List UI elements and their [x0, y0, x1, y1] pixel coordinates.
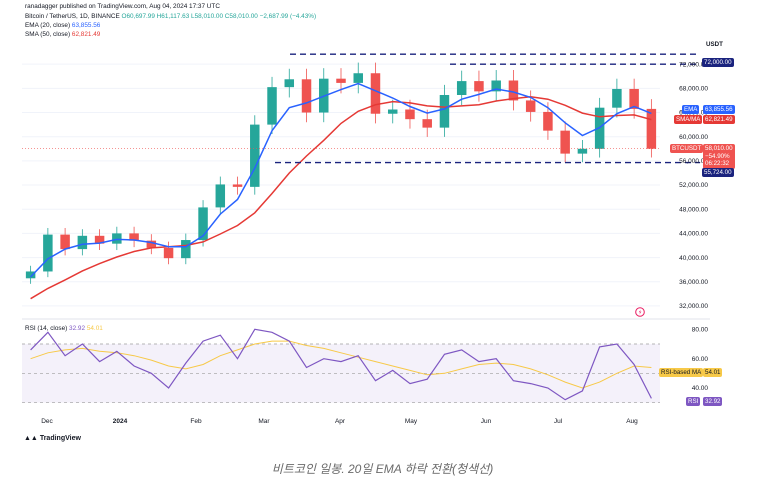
time-tick-label: Jul	[554, 418, 563, 425]
rsi-value-label: 32.92	[703, 397, 723, 406]
candle-body	[560, 130, 570, 154]
sma-tag: SMA/MA	[674, 115, 703, 124]
candle-body	[112, 233, 122, 244]
price-tick-label: 36,000.00	[679, 279, 708, 286]
candle-body	[284, 79, 295, 88]
candle-body	[646, 108, 657, 149]
candle-body	[525, 100, 536, 112]
candle-body	[439, 94, 450, 128]
candle-body	[215, 184, 226, 208]
time-tick-label: Aug	[626, 418, 638, 425]
tradingview-logo[interactable]: ▲▲ TradingView	[24, 435, 81, 442]
rsi-legend-value: 32.92	[69, 325, 86, 332]
candle-body	[387, 109, 398, 114]
symbol-ohlc-line: Bitcoin / TetherUS, 1D, BINANCE O60,697.…	[25, 13, 316, 20]
price-chart-svg: 72,000.0068,000.0064,000.0060,000.0056,0…	[22, 53, 710, 425]
rsi-tag: RSI	[686, 397, 701, 406]
sma-legend-label: SMA (50, close)	[25, 31, 71, 38]
ema-legend-label: EMA (20, close)	[25, 22, 71, 29]
time-tick-label: Apr	[335, 418, 346, 425]
last-price-label: 58,010.00	[705, 145, 733, 152]
sma-legend[interactable]: SMA (50, close) 62,821.49	[25, 31, 100, 38]
ohlc-values: O60,697.99 H61,117.63 L58,010.00 C58,010…	[121, 13, 317, 20]
time-tick-label: May	[405, 418, 418, 425]
price-tick-label: 32,000.00	[679, 303, 708, 310]
ema-price-label: 63,855.56	[703, 105, 735, 114]
price-tick-label: 44,000.00	[679, 231, 708, 238]
candle-body	[250, 124, 260, 187]
candle-body	[301, 79, 312, 113]
rsi-ma-label: 54.01	[703, 368, 723, 377]
rsi-ma-line	[30, 340, 652, 389]
price-tick-label: 60,000.00	[679, 134, 708, 141]
chart-area[interactable]: ranadagger published on TradingView.com,…	[0, 0, 765, 450]
price-tick-label: 56,000.00	[679, 158, 708, 165]
sma-price-label: 62,821.49	[703, 115, 735, 124]
rsi-line	[30, 328, 652, 401]
price-tick-label: 40,000.00	[679, 255, 708, 262]
rsi-ma-legend-value: 54.01	[86, 325, 103, 332]
candle-body	[370, 73, 381, 114]
candle-body	[629, 88, 639, 109]
candle-body	[508, 80, 519, 101]
rsi-legend[interactable]: RSI (14, close) 32.92 54.01	[25, 325, 103, 332]
candle-body	[543, 111, 553, 131]
candle-body	[267, 87, 277, 125]
candle-body	[94, 235, 105, 244]
rsi-tick-label: 40.00	[692, 385, 709, 392]
candle-body	[336, 78, 346, 83]
rsi-legend-label: RSI (14, close)	[25, 325, 68, 332]
candle-countdown: 06:22:32	[705, 160, 730, 167]
symbol-title: Bitcoin / TetherUS, 1D, BINANCE	[25, 13, 120, 20]
level-72000-label: 72,000.00	[702, 58, 734, 67]
ema-legend-value: 63,855.56	[71, 22, 101, 29]
time-tick-label: Jun	[481, 418, 492, 425]
time-tick-label: Mar	[258, 418, 270, 425]
candle-body	[491, 80, 501, 92]
figure-caption: 비트코인 일봉. 20일 EMA 하락 전환(청색선)	[271, 462, 494, 476]
candle-body	[198, 207, 208, 241]
price-tick-label: 52,000.00	[679, 182, 708, 189]
publisher-line: ranadagger published on TradingView.com,…	[25, 3, 220, 10]
rsi-tick-label: 60.00	[692, 356, 709, 363]
last-change-label: −54.90%	[705, 152, 730, 160]
rsi-tick-label: 80.00	[692, 327, 709, 334]
level-55724-label: 55,724.00	[702, 168, 734, 177]
candle-body	[474, 81, 484, 92]
candle-body	[25, 271, 36, 279]
ema-tag: EMA	[682, 105, 700, 114]
candle-body	[181, 240, 191, 259]
candle-body	[353, 73, 363, 83]
sma-legend-value: 62,821.49	[71, 31, 101, 38]
candle-body	[163, 247, 174, 259]
alert-icon[interactable]	[635, 307, 645, 317]
last-price-box: 58,010.00 −54.90% 06:22:32	[703, 144, 735, 169]
time-tick-label: Feb	[190, 418, 202, 425]
price-tick-label: 72,000.00	[679, 61, 708, 68]
ema-legend[interactable]: EMA (20, close) 63,855.56	[25, 22, 100, 29]
time-tick-label: Dec	[41, 418, 53, 425]
candle-body	[422, 119, 432, 128]
candle-body	[129, 233, 139, 241]
candle-body	[43, 234, 53, 272]
last-symbol-tag: BTCUSDT	[670, 144, 704, 153]
price-tick-label: 68,000.00	[679, 86, 708, 93]
ema20-line	[30, 82, 652, 278]
time-tick-label: 2024	[113, 418, 128, 425]
candle-body	[577, 148, 588, 154]
candle-body	[612, 88, 622, 108]
candle-body	[456, 81, 467, 95]
candle-body	[232, 184, 243, 187]
candle-body	[60, 234, 70, 250]
candle-body	[405, 109, 415, 120]
candle-body	[146, 240, 157, 248]
rsi-ma-tag: RSI-based MA	[659, 368, 704, 377]
candle-body	[77, 235, 88, 250]
tradingview-brand: TradingView	[39, 435, 81, 442]
price-tick-label: 48,000.00	[679, 206, 708, 213]
sma50-line	[30, 96, 652, 300]
tradingview-mark-icon: ▲▲	[24, 435, 38, 442]
currency-label: USDT	[704, 40, 725, 49]
